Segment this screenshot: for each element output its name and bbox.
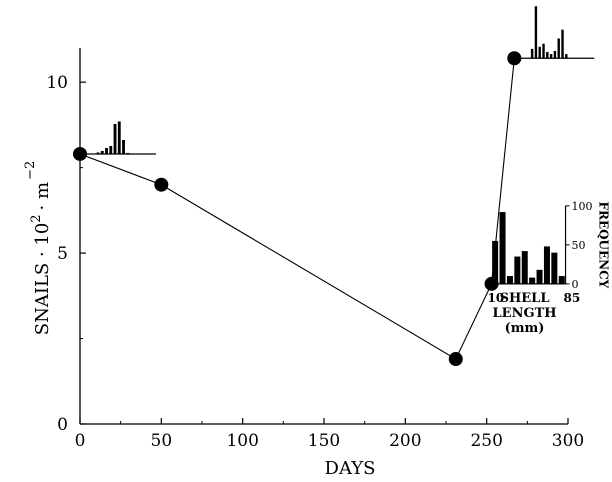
histogram-bar xyxy=(506,276,513,284)
histogram-bar xyxy=(551,252,558,284)
histogram-bar xyxy=(557,38,560,59)
inset-x-end-label: 85 xyxy=(564,291,581,305)
y-tick-label: 0 xyxy=(57,415,68,435)
x-tick-label: 0 xyxy=(75,431,86,451)
histogram-bar xyxy=(100,150,104,154)
x-axis-label: DAYS xyxy=(325,458,376,479)
histogram-bar xyxy=(553,50,557,59)
histogram-bar xyxy=(492,240,499,284)
histogram-bar xyxy=(558,276,565,284)
histogram-bar xyxy=(542,43,545,59)
y-axis-label: SNAILS · 102 · m −2 xyxy=(23,161,53,336)
histogram-bar xyxy=(521,251,528,284)
histogram-inset xyxy=(516,6,595,59)
x-tick-label: 200 xyxy=(389,431,421,451)
x-tick-label: 150 xyxy=(308,431,340,451)
histogram-bar xyxy=(543,246,550,284)
histogram-bar xyxy=(546,52,549,59)
histogram-bar xyxy=(530,48,534,59)
data-point xyxy=(448,352,463,367)
inset-x-start-label: 10 xyxy=(488,291,505,305)
histogram-bar xyxy=(96,152,100,154)
histogram-bar xyxy=(113,123,117,154)
histogram-bar xyxy=(536,269,543,284)
y-tick-label: 10 xyxy=(46,73,68,93)
histogram-bar xyxy=(514,256,521,284)
inset-x-label: SHELL xyxy=(500,291,550,306)
inset-y-tick-label: 0 xyxy=(572,278,579,291)
y-label-unit: · m xyxy=(32,182,53,211)
series-polyline xyxy=(79,58,515,360)
histogram-bar xyxy=(105,147,108,154)
y-label-exp: 2 xyxy=(29,214,44,222)
histogram-bar xyxy=(538,46,541,59)
inset-x-label: (mm) xyxy=(505,321,545,336)
histogram-bar xyxy=(117,121,121,154)
y-tick-label: 5 xyxy=(57,244,68,264)
histogram-bar xyxy=(561,29,564,59)
histogram-bar xyxy=(529,277,536,284)
histogram-bar xyxy=(109,145,113,154)
x-tick-label: 50 xyxy=(151,431,173,451)
histogram-bar xyxy=(549,54,553,59)
data-point xyxy=(507,51,522,66)
svg-text:SNAILS · 102· m−2: SNAILS · 102 · m −2 xyxy=(23,161,53,336)
x-tick-label: 300 xyxy=(552,431,584,451)
inset-y-tick-label: 50 xyxy=(572,239,586,252)
inset-x-label: LENGTH xyxy=(493,306,557,321)
inset-y-tick-label: 100 xyxy=(572,200,593,213)
inset-y-label: FREQUENCY xyxy=(597,201,611,288)
histogram-bar xyxy=(122,139,125,154)
axes xyxy=(79,48,568,425)
histogram-bar xyxy=(534,6,538,59)
histogram-bar xyxy=(126,152,130,154)
data-point xyxy=(73,146,87,161)
y-label-unit-exp: −2 xyxy=(23,161,38,180)
histogram-bar xyxy=(499,212,506,284)
y-label-main: SNAILS · 10 xyxy=(32,223,53,336)
x-tick-label: 100 xyxy=(226,431,258,451)
x-tick-label: 250 xyxy=(470,431,502,451)
data-point xyxy=(154,177,169,192)
series-line xyxy=(73,51,522,367)
histogram-inset xyxy=(82,121,156,155)
histogram-bar xyxy=(565,54,568,59)
